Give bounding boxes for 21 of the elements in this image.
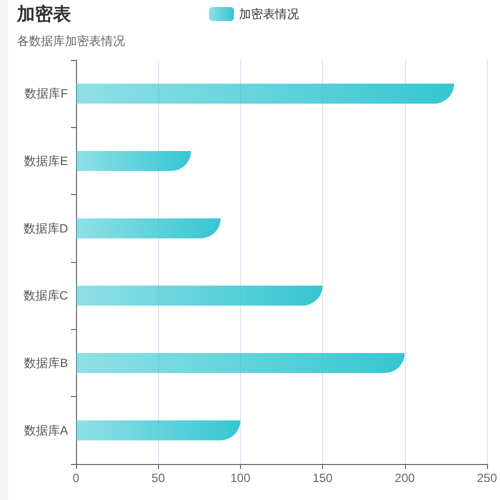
x-tick-label: 0 [72,471,80,485]
y-tick-label: 数据库E [24,154,68,168]
x-tick-label: 200 [394,471,416,485]
y-tick-label: 数据库B [24,356,68,370]
chart-subtitle: 各数据库加密表情况 [17,34,125,48]
y-tick-label: 数据库C [23,288,68,303]
chart-title: 加密表 [16,4,71,24]
y-tick-label: 数据库A [24,423,68,438]
bar [76,84,454,104]
x-tick-label: 150 [312,471,333,485]
y-tick-label: 数据库D [23,221,68,236]
bar [76,218,221,238]
x-tick-label: 250 [476,471,498,485]
legend-label: 加密表情况 [239,7,299,21]
bar [76,420,240,440]
x-tick-label: 50 [152,471,166,485]
x-tick-label: 100 [230,471,251,485]
y-tick-label: 数据库F [24,86,68,101]
bar [76,353,405,373]
bar [76,151,192,171]
bar [76,286,323,306]
